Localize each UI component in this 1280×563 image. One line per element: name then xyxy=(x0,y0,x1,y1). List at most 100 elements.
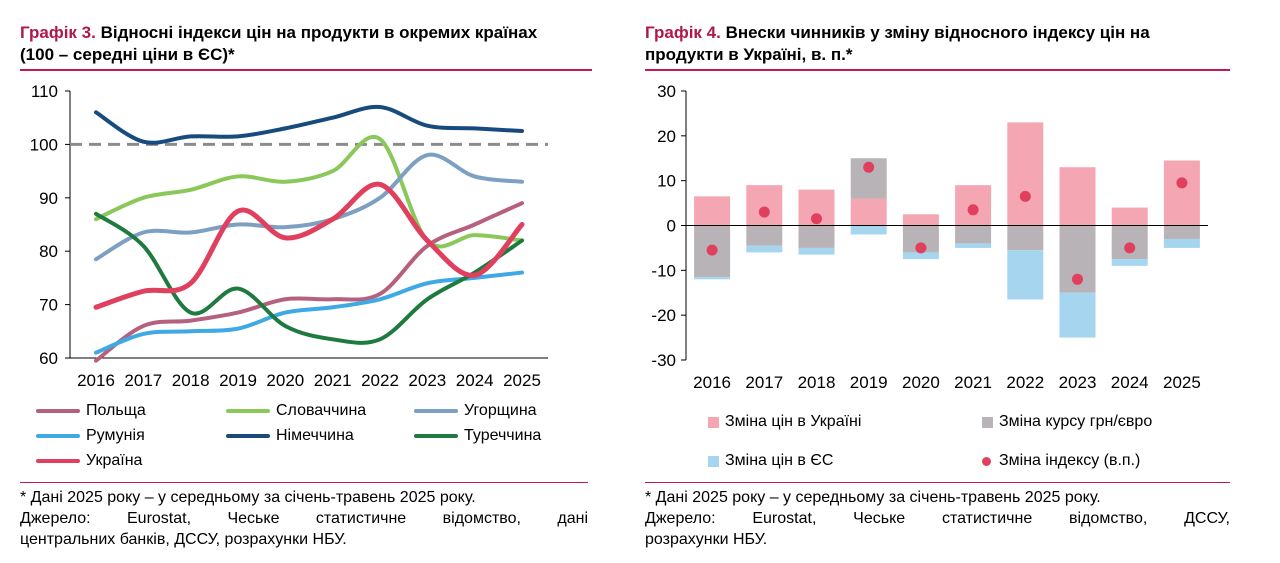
chart3-legend-label: Польща xyxy=(86,402,146,419)
chart4-legend-swatch xyxy=(708,416,719,428)
chart4-legend-label: Зміна цін в ЄС xyxy=(725,452,834,469)
chart4-x-tick-label: 2019 xyxy=(850,373,888,392)
chart4-x-tick-label: 2023 xyxy=(1059,373,1097,392)
chart4-title-number: Графік 4. xyxy=(645,23,721,42)
chart3-legend-swatch xyxy=(36,409,80,413)
chart3-x-tick-label: 2020 xyxy=(266,371,304,390)
chart3-footer: * Дані 2025 року – у середньому за січен… xyxy=(20,482,588,550)
chart3-x-tick-label: 2018 xyxy=(172,371,210,390)
chart4-legend-label: Зміна індексу (в.п.) xyxy=(999,452,1141,469)
chart3-legend-item: Угорщина xyxy=(414,402,537,420)
chart3-x-tick-label: 2023 xyxy=(408,371,446,390)
chart3-legend-item: Німеччина xyxy=(226,427,354,445)
chart3-title-number: Графік 3. xyxy=(20,23,96,42)
chart4-bar-зміна-курсу-грн-євро xyxy=(798,225,835,248)
chart4-index-dot xyxy=(1019,190,1031,202)
chart4-bar-зміна-цін-в-україні xyxy=(1111,207,1148,226)
chart4-title-text: Внески чинників у зміну відносного індек… xyxy=(725,23,1150,42)
chart3-legend-label: Україна xyxy=(86,452,143,469)
chart3-series-line-румунія xyxy=(94,270,524,355)
chart4-x-tick-label: 2022 xyxy=(1006,373,1044,392)
chart4-bar-зміна-цін-в-єс xyxy=(694,277,731,280)
chart3-legend-swatch xyxy=(414,434,458,438)
chart4-y-tick-label: -30 xyxy=(651,351,676,370)
chart4-legend-item: Зміна цін в Україні xyxy=(708,413,861,431)
chart4-panel: Графік 4. Внески чинників у зміну віднос… xyxy=(645,0,1230,71)
chart4-bar-зміна-курсу-грн-євро xyxy=(1111,225,1148,260)
chart4-legend-swatch xyxy=(708,455,719,467)
chart4-footnote: * Дані 2025 року – у середньому за січен… xyxy=(645,489,1101,506)
chart4-bar-зміна-цін-в-єс xyxy=(1059,292,1096,338)
chart4-bar-зміна-цін-в-єс xyxy=(746,245,783,253)
chart3-y-tick-label: 70 xyxy=(39,296,58,315)
chart4-y-tick-label: 10 xyxy=(657,172,676,191)
chart4-legend-swatch xyxy=(982,416,993,428)
chart4-bar-зміна-цін-в-єс xyxy=(1007,250,1044,300)
chart4-legend-item: Зміна цін в ЄС xyxy=(708,452,833,470)
chart3-source-line1: Джерело: Eurostat, Чеське статистичне ві… xyxy=(20,510,588,527)
chart3-y-tick-label: 60 xyxy=(39,349,58,368)
chart4-x-tick-label: 2018 xyxy=(798,373,836,392)
chart4-bar-зміна-курсу-грн-євро xyxy=(746,225,783,246)
chart3-footnote: * Дані 2025 року – у середньому за січен… xyxy=(20,489,476,506)
chart3-legend-swatch xyxy=(36,434,80,438)
chart3-legend-swatch xyxy=(226,434,270,438)
chart3-title: Графік 3. Відносні індекси цін на продук… xyxy=(20,22,592,71)
chart3-series-line-польща xyxy=(94,201,524,363)
chart4-bar-зміна-курсу-грн-євро xyxy=(955,225,992,244)
chart3-legend-item: Словаччина xyxy=(226,402,366,420)
chart4-x-tick-label: 2024 xyxy=(1111,373,1149,392)
chart4-index-dot xyxy=(758,206,770,218)
chart4-bar-зміна-цін-в-єс xyxy=(798,247,835,255)
chart3-legend-item: Польща xyxy=(36,402,146,420)
chart4-index-dot xyxy=(1124,242,1136,254)
chart4-bar-зміна-цін-в-україні xyxy=(1007,122,1044,226)
chart3-legend-label: Угорщина xyxy=(464,402,537,419)
chart4-bar-зміна-цін-в-україні xyxy=(902,214,939,226)
chart3-x-tick-label: 2022 xyxy=(361,371,399,390)
chart4-source-line1: Джерело: Eurostat, Чеське статистичне ві… xyxy=(645,510,1230,527)
chart4-legend-swatch xyxy=(982,456,991,466)
chart4-index-dot xyxy=(863,161,875,173)
chart4-index-dot xyxy=(967,204,979,216)
chart3-legend-label: Румунія xyxy=(86,427,145,444)
chart4-bar-зміна-цін-в-україні xyxy=(694,196,731,226)
chart4-y-tick-label: 30 xyxy=(657,82,676,101)
chart3-series-line-україна xyxy=(93,181,525,310)
chart3-series-line-угорщина xyxy=(94,152,524,262)
chart3-legend-label: Німеччина xyxy=(276,427,354,444)
chart3-y-tick-label: 80 xyxy=(39,242,58,261)
chart3-series-line-словаччина xyxy=(94,134,524,249)
chart3-legend-item: Україна xyxy=(36,452,142,470)
chart4-legend-item: Зміна курсу грн/євро xyxy=(982,413,1152,431)
chart4-index-dot xyxy=(706,244,718,256)
chart4-bar-зміна-цін-в-єс xyxy=(955,243,992,248)
chart4-y-tick-label: 20 xyxy=(657,127,676,146)
chart4-index-dot xyxy=(1176,177,1188,189)
chart3-source-line2: центральних банків, ДССУ, розрахунки НБУ… xyxy=(20,531,347,548)
chart3-legend-swatch xyxy=(36,459,80,463)
chart4-index-dot xyxy=(1072,273,1083,285)
chart4-x-tick-label: 2025 xyxy=(1163,373,1201,392)
chart4-y-tick-label: 0 xyxy=(667,217,676,236)
chart4-bar-зміна-цін-в-єс xyxy=(1111,259,1148,266)
chart3-x-tick-label: 2017 xyxy=(124,371,162,390)
chart3-x-tick-label: 2016 xyxy=(77,371,115,390)
chart3-x-tick-label: 2019 xyxy=(219,371,257,390)
chart4-y-tick-label: -10 xyxy=(651,261,676,280)
chart4-legend-label: Зміна цін в Україні xyxy=(725,413,862,430)
chart4-bar-зміна-курсу-грн-євро xyxy=(1007,225,1044,251)
chart3-legend-label: Туреччина xyxy=(464,427,542,444)
chart3-title-line2: (100 – середні ціни в ЄС)* xyxy=(20,45,235,64)
chart4-index-dot xyxy=(811,213,822,225)
chart3-series-line-туреччина xyxy=(94,211,524,345)
chart3-footer-divider xyxy=(20,482,588,483)
chart4-x-tick-label: 2016 xyxy=(693,373,731,392)
chart3-x-tick-label: 2025 xyxy=(503,371,541,390)
chart3-y-tick-label: 90 xyxy=(39,189,58,208)
chart4-bar-зміна-курсу-грн-євро xyxy=(1163,225,1200,239)
chart4-bar-зміна-цін-в-єс xyxy=(902,252,939,260)
chart4-footer: * Дані 2025 року – у середньому за січен… xyxy=(645,482,1230,550)
